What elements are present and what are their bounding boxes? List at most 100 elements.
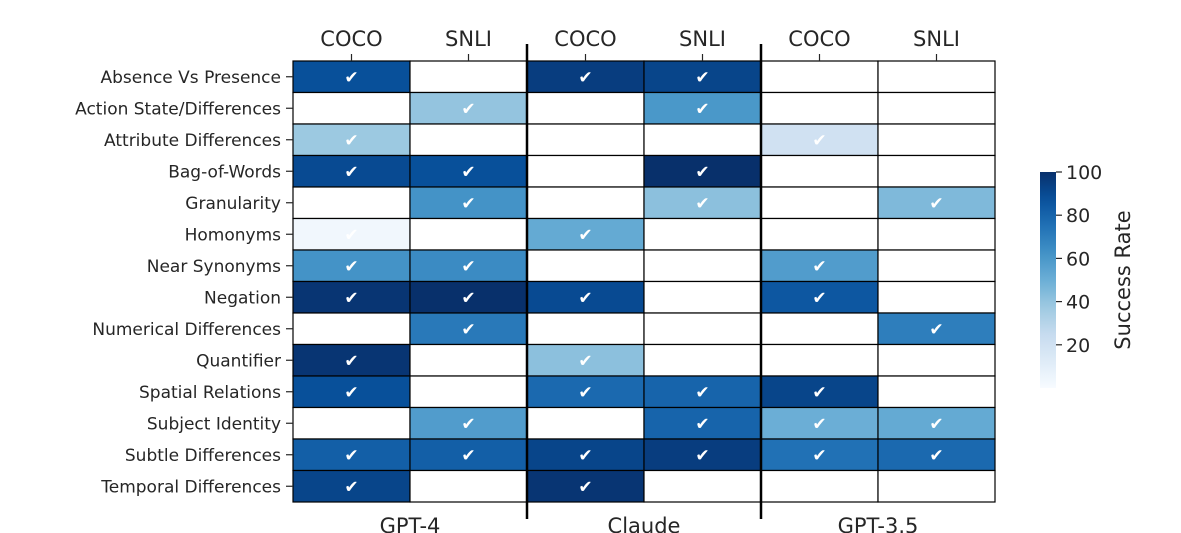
row-label: Granularity	[185, 194, 281, 214]
heatmap-cell	[526, 60, 645, 94]
model-labels: GPT-4 Claude GPT-3.5	[380, 514, 919, 533]
heatmap-cell	[409, 406, 528, 440]
row-label: Action State/Differences	[75, 99, 281, 119]
colorbar-tick-label: 20	[1066, 335, 1090, 357]
row-label: Temporal Differences	[100, 477, 281, 497]
heatmap-cell	[877, 249, 996, 283]
heatmap-cell	[643, 186, 762, 220]
check-mark: ✔	[812, 131, 826, 151]
check-mark: ✔	[578, 225, 592, 245]
heatmap-cell	[760, 217, 879, 251]
row-label: Spatial Relations	[139, 383, 281, 403]
check-mark: ✔	[461, 446, 475, 466]
check-mark: ✔	[461, 257, 475, 277]
heatmap-cell	[292, 312, 411, 346]
check-mark: ✔	[461, 99, 475, 119]
check-mark: ✔	[695, 68, 709, 88]
check-mark: ✔	[812, 383, 826, 403]
check-mark: ✔	[578, 446, 592, 466]
heatmap-cell	[409, 217, 528, 251]
heatmap-cell	[409, 375, 528, 409]
heatmap-cell	[643, 217, 762, 251]
heatmap-cell	[292, 280, 411, 314]
check-mark: ✔	[461, 320, 475, 340]
column-label: COCO	[320, 27, 382, 51]
heatmap-cell	[760, 343, 879, 377]
heatmap-cell	[292, 406, 411, 440]
check-mark: ✔	[461, 162, 475, 182]
check-mark: ✔	[344, 477, 358, 497]
column-label: SNLI	[679, 27, 726, 51]
column-labels: COCO SNLI COCO SNLI COCO SNLI	[320, 27, 960, 61]
colorbar-tick-label: 60	[1066, 248, 1090, 270]
heatmap-cell	[409, 343, 528, 377]
heatmap-cell	[877, 154, 996, 188]
column-label: COCO	[554, 27, 616, 51]
check-mark: ✔	[695, 99, 709, 119]
row-label: Subtle Differences	[125, 446, 281, 466]
heatmap-cell	[526, 469, 645, 503]
heatmap-cell	[643, 343, 762, 377]
colorbar-label: Success Rate	[1111, 210, 1135, 349]
column-label: SNLI	[913, 27, 960, 51]
heatmap-cell	[526, 154, 645, 188]
column-label: COCO	[788, 27, 850, 51]
heatmap-cell	[409, 438, 528, 472]
check-mark: ✔	[461, 194, 475, 214]
heatmap-cell	[292, 469, 411, 503]
check-mark: ✔	[578, 351, 592, 371]
heatmap-cell	[877, 91, 996, 125]
check-mark: ✔	[695, 194, 709, 214]
heatmap-cell	[643, 469, 762, 503]
heatmap-cell	[292, 217, 411, 251]
row-label: Near Synonyms	[147, 257, 281, 277]
check-mark: ✔	[461, 288, 475, 308]
heatmap-cell	[877, 217, 996, 251]
check-mark: ✔	[344, 446, 358, 466]
check-mark: ✔	[344, 68, 358, 88]
heatmap-cell	[877, 60, 996, 94]
row-labels: Absence Vs Presence Action State/Differen…	[75, 68, 293, 497]
row-label: Absence Vs Presence	[100, 68, 281, 88]
heatmap-cell	[877, 312, 996, 346]
heatmap-cell	[409, 60, 528, 94]
heatmap-cell	[643, 154, 762, 188]
heatmap-cell	[409, 249, 528, 283]
heatmap-cell	[643, 375, 762, 409]
heatmap-cell	[409, 312, 528, 346]
check-mark: ✔	[344, 351, 358, 371]
check-mark: ✔	[578, 383, 592, 403]
check-mark: ✔	[695, 162, 709, 182]
row-label: Quantifier	[196, 351, 281, 371]
row-label: Bag-of-Words	[168, 162, 281, 182]
model-label: GPT-4	[380, 514, 441, 533]
check-mark: ✔	[929, 320, 943, 340]
check-mark: ✔	[578, 477, 592, 497]
heatmap-cell	[409, 123, 528, 157]
model-label: Claude	[608, 514, 681, 533]
heatmap-cell	[526, 186, 645, 220]
heatmap-cell	[292, 91, 411, 125]
check-mark: ✔	[929, 446, 943, 466]
heatmap-cell	[526, 123, 645, 157]
check-mark: ✔	[929, 414, 943, 434]
heatmap-cell	[760, 469, 879, 503]
model-label: GPT-3.5	[838, 514, 919, 533]
check-mark: ✔	[578, 68, 592, 88]
heatmap-cell	[760, 60, 879, 94]
check-mark: ✔	[929, 194, 943, 214]
row-label: Attribute Differences	[104, 131, 281, 151]
check-marks: ✔ ✔ ✔ ✔ ✔ ✔ ✔ ✔ ✔ ✔ ✔ ✔ ✔ ✔ ✔ ✔ ✔ ✔ ✔ ✔ ✔ ✔ ✔ ✔ ✔ ✔ ✔ ✔ ✔ ✔ ✔ ✔ ✔ ✔ ✔ ✔ ✔ ✔ ✔ ✔…	[344, 68, 943, 498]
heatmap-cell	[643, 249, 762, 283]
check-mark: ✔	[812, 414, 826, 434]
check-mark: ✔	[812, 446, 826, 466]
model-separators	[525, 44, 763, 519]
check-mark: ✔	[344, 225, 358, 245]
heatmap-cell	[409, 469, 528, 503]
heatmap-cell	[526, 249, 645, 283]
row-label: Negation	[204, 288, 281, 308]
check-mark: ✔	[344, 383, 358, 403]
check-mark: ✔	[344, 131, 358, 151]
heatmap-cell	[760, 91, 879, 125]
